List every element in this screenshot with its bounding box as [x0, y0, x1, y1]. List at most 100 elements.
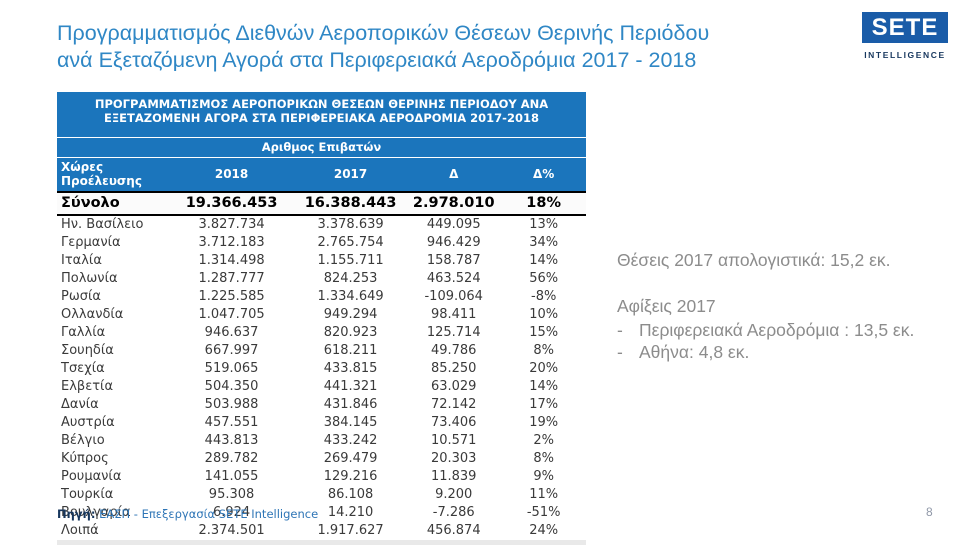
- cell-delta: 125.714: [426, 325, 481, 340]
- cell-delta-pct: 10%: [529, 307, 559, 322]
- bullet-dash: -: [617, 320, 623, 340]
- table-row: Ιταλία 1.314.498 1.155.711 158.787 14%: [57, 252, 586, 270]
- cell-delta-pct: 17%: [529, 397, 559, 412]
- note-bullet-regional-text: Περιφερειακά Αεροδρόμια : 13,5 εκ.: [639, 320, 915, 340]
- cell-2018: 504.350: [204, 379, 259, 394]
- table-title-line2: ΕΞΕΤΑΖΟΜΕΝΗ ΑΓΟΡΑ ΣΤΑ ΠΕΡΙΦΕΡΕΙΑΚΑ ΑΕΡΟΔ…: [104, 111, 539, 125]
- cell-country: Κύπρος: [61, 451, 109, 466]
- cell-2018: 1.287.777: [198, 271, 265, 286]
- cell-delta: 456.874: [426, 523, 481, 538]
- cell-delta: 85.250: [430, 361, 477, 376]
- column-header-country: Χώρες Προέλευσης: [57, 157, 169, 192]
- table-title: ΠΡΟΓΡΑΜΜΑΤΙΣΜΟΣ ΑΕΡΟΠΟΡΙΚΩΝ ΘΕΣΕΩΝ ΘΕΡΙΝ…: [57, 92, 586, 138]
- table-row: Ην. Βασίλειο 3.827.734 3.378.639 449.095…: [57, 215, 586, 234]
- cell-country: Βουλγαρία: [61, 505, 131, 520]
- cell-delta: 11.839: [430, 469, 477, 484]
- source-label: Πηγή:: [57, 507, 96, 521]
- cell-2018: 1.225.585: [198, 289, 265, 304]
- cell-2018: 95.308: [208, 487, 255, 502]
- cell-delta-pct: 11%: [529, 487, 559, 502]
- cell-country: Σουηδία: [61, 343, 114, 358]
- cell-delta-pct: 2%: [533, 433, 554, 448]
- cell-2017: 824.253: [323, 271, 378, 286]
- cell-2017: 129.216: [323, 469, 378, 484]
- cell-country: Ρωσία: [61, 289, 101, 304]
- cell-delta: 449.095: [426, 217, 481, 232]
- cell-2018: 503.988: [204, 397, 259, 412]
- table-row: Κύπρος 289.782 269.479 20.303 8%: [57, 450, 586, 468]
- cell-2017: 1.155.711: [317, 253, 384, 268]
- cell-delta: 73.406: [430, 415, 477, 430]
- column-header-delta-pct: Δ%: [501, 157, 586, 192]
- page-title-line1: Προγραμματισμός Διεθνών Αεροπορικών Θέσε…: [57, 21, 710, 45]
- cell-delta-pct: 20%: [529, 361, 559, 376]
- seats-table-grid: ΠΡΟΓΡΑΜΜΑΤΙΣΜΟΣ ΑΕΡΟΠΟΡΙΚΩΝ ΘΕΣΕΩΝ ΘΕΡΙΝ…: [57, 92, 586, 545]
- cell-2017: 618.211: [323, 343, 378, 358]
- note-bullet-regional: - Περιφερειακά Αεροδρόμια : 13,5 εκ.: [617, 319, 947, 341]
- cell-delta: 20.303: [430, 451, 477, 466]
- cell-delta: 10.571: [430, 433, 477, 448]
- table-row: Γερμανία 3.712.183 2.765.754 946.429 34%: [57, 234, 586, 252]
- bullet-dash: -: [617, 342, 623, 362]
- table-row: Γαλλία 946.637 820.923 125.714 15%: [57, 324, 586, 342]
- table-row: Δανία 503.988 431.846 72.142 17%: [57, 396, 586, 414]
- cell-country: Ολλανδία: [61, 307, 124, 322]
- cell-country: Αυστρία: [61, 415, 115, 430]
- cell-delta: -109.064: [424, 289, 483, 304]
- cell-delta-pct: 56%: [529, 271, 559, 286]
- cell-2018: 289.782: [204, 451, 259, 466]
- cell-2018: 519.065: [204, 361, 259, 376]
- cell-2018: 3.827.734: [198, 217, 265, 232]
- table-row: Λοιπά 2.374.501 1.917.627 456.874 24%: [57, 522, 586, 543]
- cell-2017: 433.815: [323, 361, 378, 376]
- cell-country: Ρουμανία: [61, 469, 122, 484]
- cell-country: Δανία: [61, 397, 99, 412]
- cell-delta: 63.029: [430, 379, 477, 394]
- cell-2018: 1.314.498: [198, 253, 265, 268]
- cell-country: Τουρκία: [61, 487, 114, 502]
- total-row: Σύνολο 19.366.453 16.388.443 2.978.010 1…: [57, 191, 586, 216]
- cell-2018: 443.813: [204, 433, 259, 448]
- seats-table: ΠΡΟΓΡΑΜΜΑΤΙΣΜΟΣ ΑΕΡΟΠΟΡΙΚΩΝ ΘΕΣΕΩΝ ΘΕΡΙΝ…: [57, 92, 586, 545]
- source-text: ΕΑΣΠ - Επεξεργασία SETE Intelligence: [95, 507, 319, 521]
- cell-delta-pct: 15%: [529, 325, 559, 340]
- cell-2017: 820.923: [323, 325, 378, 340]
- cell-country: Λοιπά: [61, 523, 99, 538]
- cell-2017: 431.846: [323, 397, 378, 412]
- cell-2018: 19.366.453: [168, 191, 296, 216]
- sete-logo-subtext: INTELLIGENCE: [864, 50, 946, 60]
- cell-delta: 49.786: [430, 343, 477, 358]
- note-arrivals-2017: Αφίξεις 2017: [617, 296, 716, 316]
- cell-delta: 946.429: [426, 235, 481, 250]
- table-row: Βέλγιο 443.813 433.242 10.571 2%: [57, 432, 586, 450]
- cell-country: Γαλλία: [61, 325, 106, 340]
- cell-delta-pct: 19%: [529, 415, 559, 430]
- cell-delta-pct: 24%: [529, 523, 559, 538]
- cell-country: Σύνολο: [57, 191, 169, 216]
- cell-delta-pct: 9%: [533, 469, 554, 484]
- cell-2017: 433.242: [323, 433, 378, 448]
- cell-country: Τσεχία: [61, 361, 105, 376]
- table-row: Ολλανδία 1.047.705 949.294 98.411 10%: [57, 306, 586, 324]
- cell-2018: 667.997: [204, 343, 259, 358]
- cell-2018: 2.374.501: [198, 523, 265, 538]
- cell-country: Πολωνία: [61, 271, 118, 286]
- table-title-row: ΠΡΟΓΡΑΜΜΑΤΙΣΜΟΣ ΑΕΡΟΠΟΡΙΚΩΝ ΘΕΣΕΩΝ ΘΕΡΙΝ…: [57, 92, 586, 138]
- cell-delta: 463.524: [426, 271, 481, 286]
- table-columns-row: Χώρες Προέλευσης 2018 2017 Δ Δ%: [57, 157, 586, 192]
- cell-delta: 72.142: [430, 397, 477, 412]
- cell-2018: 141.055: [204, 469, 259, 484]
- cell-2018: 6.924: [212, 505, 251, 520]
- table-row: Πολωνία 1.287.777 824.253 463.524 56%: [57, 270, 586, 288]
- cell-2018: 3.712.183: [198, 235, 265, 250]
- table-row: Ρωσία 1.225.585 1.334.649 -109.064 -8%: [57, 288, 586, 306]
- cell-2017: 1.334.649: [317, 289, 384, 304]
- cell-2017: 3.378.639: [317, 217, 384, 232]
- cell-2018: 457.551: [204, 415, 259, 430]
- note-seats-2017: Θέσεις 2017 απολογιστικά: 15,2 εκ.: [617, 250, 891, 270]
- column-header-2018: 2018: [168, 157, 296, 192]
- cell-delta: -7.286: [432, 505, 475, 520]
- cell-delta-pct: 8%: [533, 451, 554, 466]
- side-notes: Θέσεις 2017 απολογιστικά: 15,2 εκ. Αφίξε…: [617, 249, 947, 363]
- column-header-2017: 2017: [295, 157, 407, 192]
